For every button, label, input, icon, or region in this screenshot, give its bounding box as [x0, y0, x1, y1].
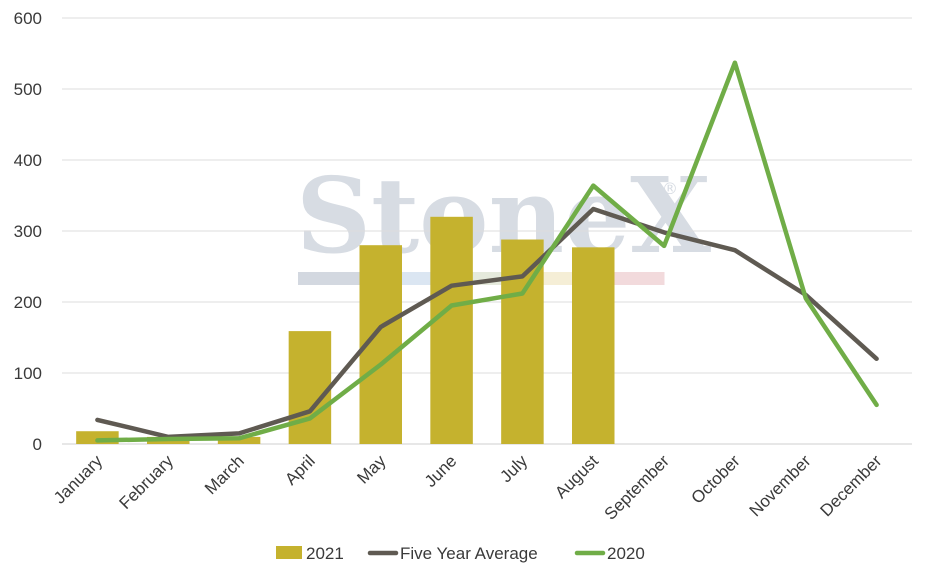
y-tick-label: 400: [14, 151, 42, 170]
bar-2021: [572, 247, 615, 444]
y-tick-label: 500: [14, 80, 42, 99]
watermark-registered-mark: ®: [662, 179, 678, 198]
x-tick-label: June: [421, 451, 461, 491]
legend-label: 2021: [306, 544, 344, 563]
x-axis: January February March April May June July Augu…: [50, 451, 886, 524]
legend: 2021 Five Year Average 2020: [276, 544, 645, 563]
x-tick-label: March: [201, 451, 248, 498]
legend-item: Five Year Average: [367, 544, 538, 563]
line-2020: [95, 60, 879, 443]
gridlines: [62, 17, 912, 445]
line-series: [95, 60, 879, 443]
line-five-year-average: [95, 206, 879, 440]
x-tick-label: November: [746, 451, 815, 520]
x-tick-label: August: [551, 451, 602, 502]
legend-item: 2021: [276, 544, 344, 563]
legend-swatch: [276, 546, 302, 559]
x-tick-label: May: [353, 451, 389, 487]
legend-item: 2020: [574, 544, 645, 563]
legend-label: 2020: [607, 544, 645, 563]
y-tick-label: 600: [14, 9, 42, 28]
x-tick-label: September: [601, 451, 673, 523]
y-tick-label: 0: [33, 435, 42, 454]
x-tick-label: April: [281, 451, 318, 488]
y-tick-label: 100: [14, 364, 42, 383]
legend-label: Five Year Average: [400, 544, 538, 563]
x-tick-label: July: [496, 451, 531, 486]
x-tick-label: October: [688, 451, 744, 507]
bar-2021: [288, 331, 332, 444]
y-tick-label: 200: [14, 293, 42, 312]
x-tick-label: December: [817, 451, 886, 520]
y-axis: 0 100 200 300 400 500 600: [14, 9, 42, 454]
watermark-band-segment: [298, 272, 372, 285]
x-tick-label: February: [116, 451, 178, 513]
y-tick-label: 300: [14, 222, 42, 241]
x-tick-label: January: [50, 451, 107, 508]
bar-2021: [430, 216, 473, 444]
